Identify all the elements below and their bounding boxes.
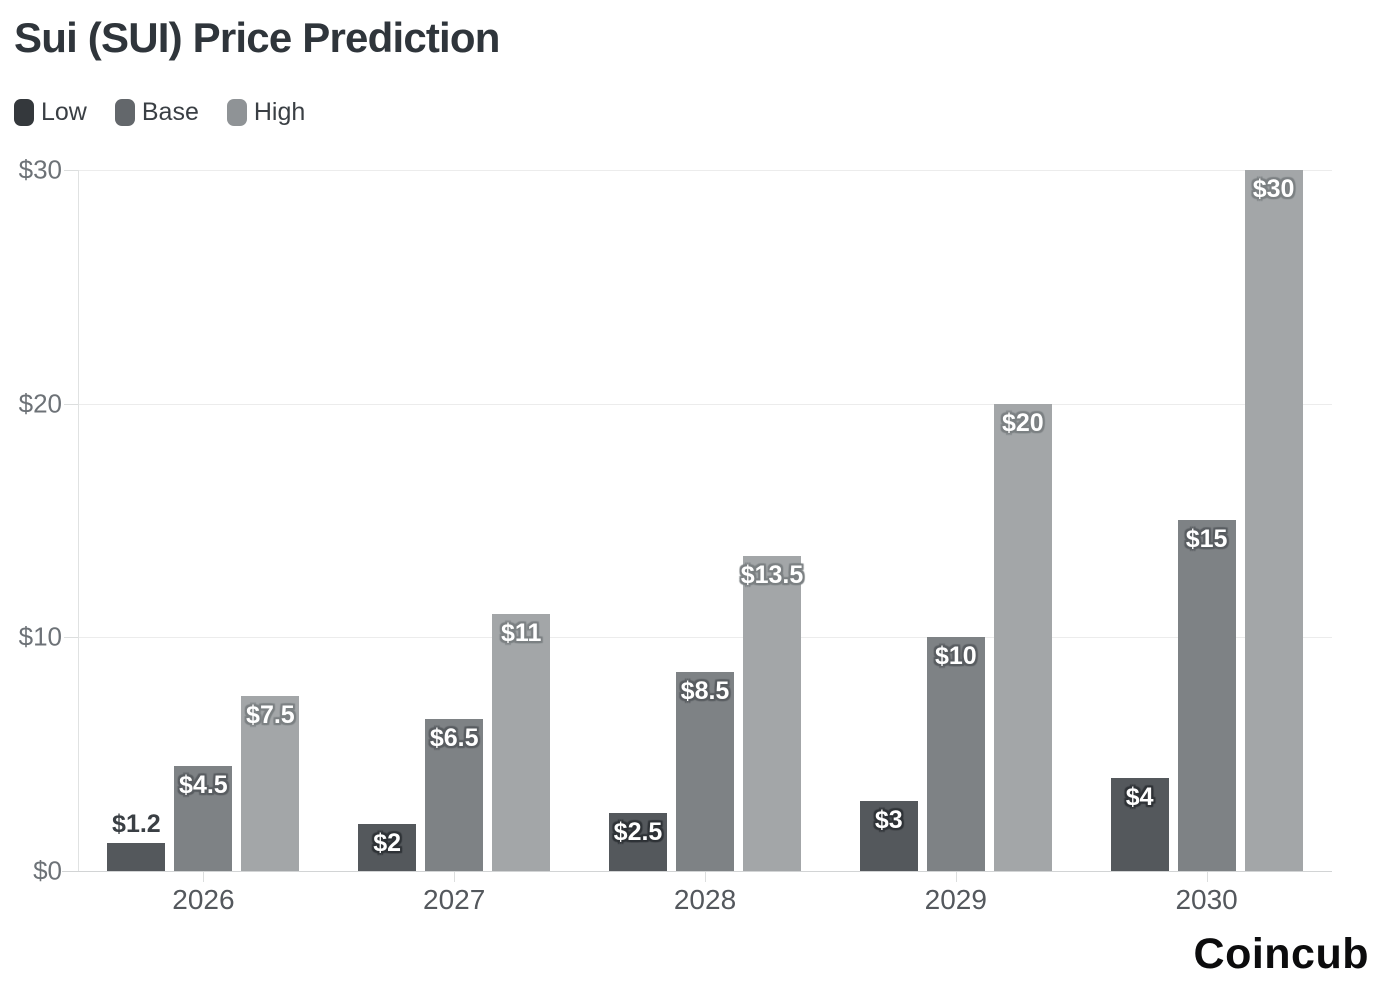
bar-2028-high[interactable]	[743, 556, 801, 871]
legend-swatch-icon	[226, 99, 247, 126]
bar-2026-low[interactable]	[107, 843, 166, 871]
y-axis-tick	[64, 403, 78, 405]
chart-title: Sui (SUI) Price Prediction	[14, 14, 500, 61]
bar-value-label: $4	[1125, 783, 1154, 811]
legend-item-high[interactable]: High	[226, 98, 306, 127]
bar-value-label: $11	[501, 619, 542, 647]
bar-value-label: $2.5	[613, 818, 663, 846]
bar-2027-high[interactable]	[492, 614, 551, 871]
legend-swatch-icon	[114, 99, 135, 126]
bar-value-label: $8.5	[680, 677, 730, 705]
x-axis-label-2027: 2027	[423, 884, 486, 915]
x-axis-tick	[454, 872, 456, 882]
legend-item-label: Low	[41, 98, 87, 126]
bar-2028-base[interactable]	[676, 672, 734, 871]
x-axis-label-2028: 2028	[673, 884, 737, 915]
x-axis-tick	[955, 872, 957, 882]
bar-value-label: $2	[373, 829, 402, 857]
bar-2026-high[interactable]	[241, 696, 300, 871]
bar-2027-base[interactable]	[425, 719, 484, 871]
bar-value-label: $3	[874, 806, 903, 834]
bar-2030-base[interactable]	[1177, 520, 1236, 871]
x-axis-label-2030: 2030	[1175, 884, 1238, 915]
y-axis-line	[78, 170, 79, 871]
legend-item-label: Base	[141, 98, 199, 126]
chart-legend: Low Base High	[14, 98, 305, 127]
coincub-logo: Coincub	[1193, 930, 1369, 978]
bar-2029-low[interactable]	[859, 801, 918, 871]
x-axis-baseline	[62, 871, 1332, 872]
gridline-10	[78, 637, 1332, 639]
x-axis-tick	[1206, 872, 1208, 882]
legend-item-label: High	[253, 98, 306, 126]
bar-value-label: $30	[1252, 175, 1295, 203]
y-axis-tick	[64, 637, 78, 639]
y-axis-label: $30	[18, 154, 62, 185]
bar-2030-high[interactable]	[1244, 170, 1303, 871]
plot-area: $0 $10 $20 $30 $1.2 $4.5 $7.5 2026 $2 $6.5 $11 2027…	[19, 155, 1332, 915]
x-axis-label-2026: 2026	[172, 884, 235, 915]
legend-item-low[interactable]: Low	[14, 98, 87, 127]
bar-2028-low[interactable]	[609, 813, 667, 871]
x-axis-tick	[705, 872, 706, 882]
y-axis-label: $0	[33, 855, 62, 886]
bar-2030-low[interactable]	[1110, 778, 1169, 871]
bar-2029-base[interactable]	[926, 637, 985, 871]
y-axis-label: $20	[18, 388, 62, 419]
bar-value-label: $15	[1185, 525, 1228, 553]
bar-2026-base[interactable]	[174, 766, 233, 871]
bar-value-label: $10	[934, 642, 977, 670]
bar-2027-low[interactable]	[358, 824, 417, 871]
x-axis-tick	[203, 872, 205, 882]
x-axis-label-2029: 2029	[924, 884, 987, 915]
gridline-30	[78, 170, 1332, 171]
legend-swatch-icon	[14, 99, 34, 126]
bar-value-label: $7.5	[246, 701, 295, 729]
bar-value-label: $13.5	[740, 561, 804, 589]
bar-value-label: $20	[1001, 409, 1044, 437]
bar-2029-high[interactable]	[993, 404, 1052, 871]
legend-item-base[interactable]: Base	[114, 98, 199, 127]
gridline-20	[78, 403, 1332, 405]
y-axis-label: $10	[18, 621, 62, 652]
bar-value-label: $4.5	[179, 771, 228, 799]
bar-value-label: $1.2	[112, 810, 161, 838]
y-axis-tick	[64, 170, 78, 171]
bar-value-label: $6.5	[429, 724, 479, 752]
